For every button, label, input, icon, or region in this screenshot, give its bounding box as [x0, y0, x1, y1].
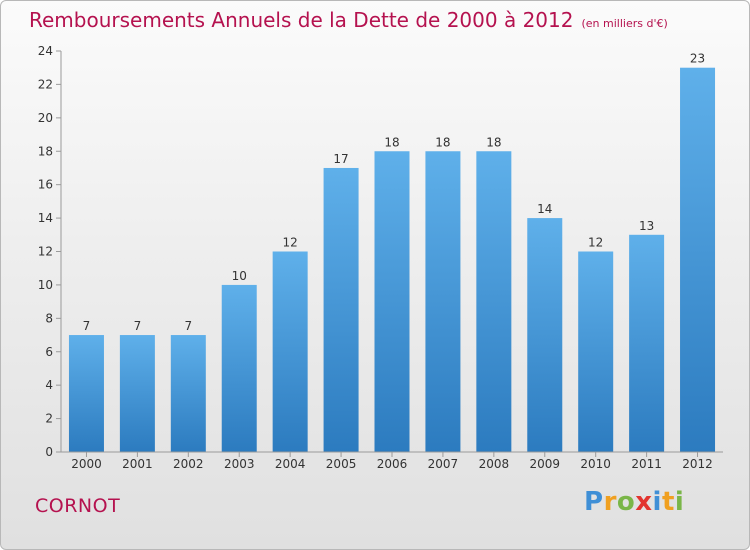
y-tick-label: 6 [45, 345, 53, 359]
proxiti-logo: Proxiti [584, 487, 684, 517]
bar-2006 [374, 151, 410, 452]
y-tick-label: 2 [45, 412, 53, 426]
x-axis: 2000 2001 2002 2003 2004 2005 2006 2007 2008 2009… [61, 451, 723, 471]
data-label-2006: 18 [384, 135, 399, 149]
y-tick-label: 16 [38, 178, 53, 192]
data-label-2012: 23 [690, 52, 705, 66]
chart-title: Remboursements Annuels de la Dette de 20… [29, 8, 668, 32]
logo-letter: x [635, 487, 653, 517]
x-tick-label-2008: 2008 [479, 457, 510, 471]
x-tick-label-2010: 2010 [580, 457, 611, 471]
data-label-2008: 18 [486, 135, 501, 149]
y-tick-label: 8 [45, 311, 53, 325]
data-label-2004: 12 [283, 236, 298, 250]
x-tick-label-2009: 2009 [529, 457, 560, 471]
x-tick-label-2000: 2000 [71, 457, 102, 471]
x-tick-label-2001: 2001 [122, 457, 153, 471]
bar-2008 [476, 151, 512, 452]
logo-letter: i [652, 487, 662, 517]
bar-2003 [221, 284, 257, 452]
y-tick-label: 18 [38, 144, 53, 158]
x-tick-label-2004: 2004 [275, 457, 306, 471]
data-label-2002: 7 [184, 319, 192, 333]
commune-name: CORNOT [35, 495, 121, 517]
logo-letter: P [584, 487, 604, 517]
x-tick-label-2005: 2005 [326, 457, 357, 471]
bar-2002 [170, 335, 206, 452]
y-tick-label: 22 [38, 77, 53, 91]
y-tick-label: 4 [45, 378, 53, 392]
bars: 7 7 7 10 12 17 18 18 18 14 12 13 23 [68, 52, 716, 453]
data-label-2003: 10 [232, 269, 247, 283]
y-tick-label: 20 [38, 111, 53, 125]
y-tick-label: 10 [38, 278, 53, 292]
x-tick-label-2012: 2012 [682, 457, 713, 471]
x-tick-label-2006: 2006 [377, 457, 408, 471]
bar-2004 [272, 251, 308, 452]
y-tick-label: 24 [38, 44, 53, 58]
logo-letter: o [616, 487, 636, 517]
data-label-2007: 18 [435, 135, 450, 149]
bar-2005 [323, 167, 359, 453]
x-tick-label-2011: 2011 [631, 457, 662, 471]
data-label-2010: 12 [588, 236, 603, 250]
data-label-2000: 7 [83, 319, 91, 333]
bar-2001 [119, 335, 155, 452]
x-tick-label-2003: 2003 [224, 457, 255, 471]
data-label-2001: 7 [134, 319, 142, 333]
logo-letter: i [674, 487, 685, 517]
y-tick-label: 0 [45, 445, 53, 459]
data-label-2009: 14 [537, 202, 552, 216]
bar-2007 [425, 151, 461, 452]
bar-2011 [629, 234, 665, 452]
chart-title-text: Remboursements Annuels de la Dette de 20… [29, 8, 574, 32]
y-tick-label: 12 [38, 245, 53, 259]
logo-letter: t [661, 487, 675, 517]
data-label-2005: 17 [333, 152, 348, 166]
logo-letter: r [603, 487, 617, 517]
y-tick-label: 14 [38, 211, 53, 225]
chart-unit-note: (en milliers d'€) [581, 17, 668, 30]
bar-2009 [527, 218, 563, 452]
data-label-2011: 13 [639, 219, 654, 233]
x-tick-label-2007: 2007 [428, 457, 459, 471]
bar-2010 [578, 251, 614, 452]
bar-2000 [68, 335, 104, 452]
x-tick-label-2002: 2002 [173, 457, 204, 471]
bar-2012 [680, 67, 716, 452]
